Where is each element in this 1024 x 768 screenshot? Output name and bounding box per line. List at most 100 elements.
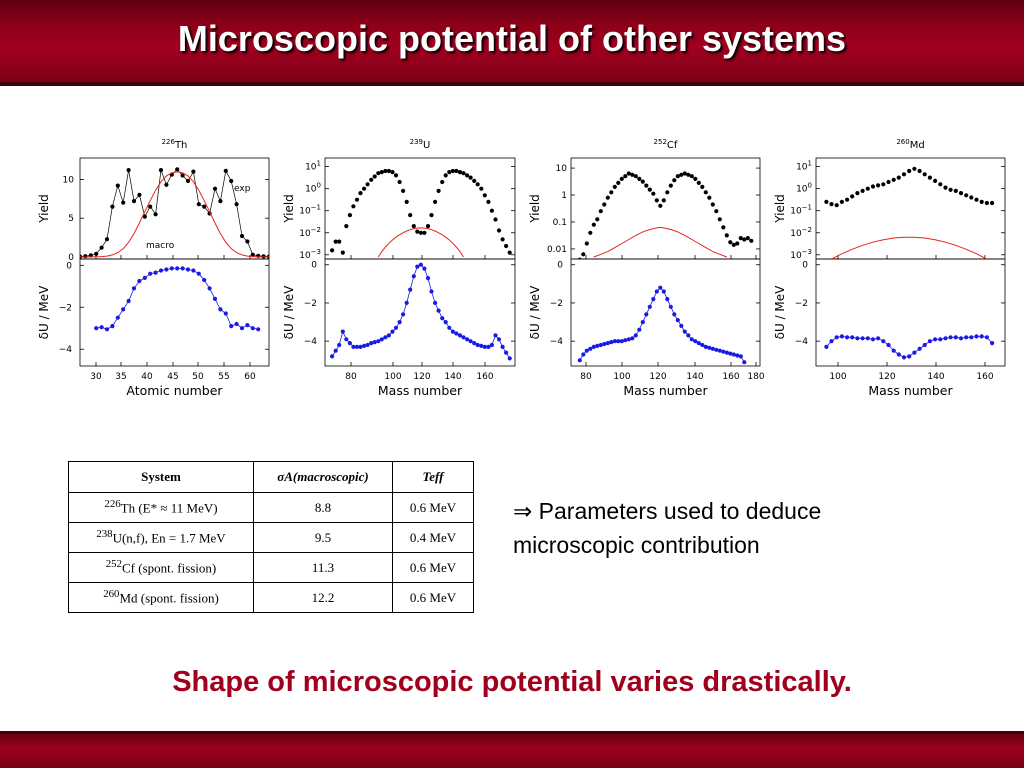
- du-point: [891, 348, 896, 353]
- cell-system: 260Md (spont. fission): [68, 582, 254, 613]
- du-line: [331, 264, 511, 359]
- tick-base: 10: [790, 251, 802, 261]
- y-tick-label: 101: [796, 160, 812, 173]
- du-point: [896, 352, 901, 357]
- table-row: 226Th (E* ≈ 11 MeV) 8.8 0.6 MeV: [68, 492, 474, 523]
- exp-point: [672, 178, 677, 183]
- exp-point: [218, 199, 223, 204]
- exp-point: [486, 199, 491, 204]
- exp-point: [504, 243, 509, 249]
- du-point: [411, 274, 416, 279]
- exp-point: [180, 173, 185, 178]
- yield-frame: [815, 157, 1006, 260]
- du-point: [661, 289, 666, 294]
- exp-point: [979, 199, 984, 204]
- x-tick-label: 140: [444, 372, 461, 382]
- exp-point: [647, 187, 652, 192]
- du-point: [330, 354, 335, 359]
- x-tick-label: 140: [686, 372, 703, 382]
- exp-point: [675, 174, 680, 179]
- exp-point: [958, 191, 964, 196]
- panel-title-element: U: [423, 140, 430, 151]
- exp-point: [901, 172, 907, 177]
- du-tick-label: −2: [59, 303, 72, 313]
- du-series: [577, 285, 747, 365]
- exp-point: [131, 199, 137, 204]
- exp-point: [728, 240, 733, 245]
- exp-point: [679, 172, 684, 177]
- exp-point: [330, 248, 335, 253]
- du-line: [826, 335, 993, 358]
- exp-point: [824, 199, 829, 204]
- du-point: [94, 326, 99, 331]
- y-tick-label: 10−1: [790, 204, 812, 217]
- cell-teff: 0.4 MeV: [392, 522, 474, 553]
- du-point: [472, 341, 477, 346]
- du-point: [443, 320, 448, 325]
- exp-point: [489, 208, 494, 213]
- du-point: [598, 342, 603, 348]
- tick-base: 10: [790, 207, 802, 217]
- exp-point: [433, 199, 438, 204]
- exp-point: [436, 188, 441, 193]
- exp-point: [609, 190, 614, 195]
- x-tick-label: 120: [413, 372, 430, 382]
- exp-point: [372, 174, 377, 179]
- system-name: Cf (spont. fission): [122, 560, 217, 576]
- mass-number: 226: [104, 498, 121, 511]
- du-point: [665, 297, 670, 302]
- du-point: [148, 271, 153, 276]
- tick-base: 10: [305, 185, 317, 195]
- du-point: [584, 348, 589, 353]
- panel-title: 239U: [410, 138, 431, 151]
- du-point: [175, 266, 180, 271]
- y-tick-label: 0.01: [547, 245, 567, 255]
- du-point: [693, 339, 698, 344]
- yield-axis-label: Yield: [282, 194, 296, 224]
- x-tick-label: 120: [878, 372, 895, 382]
- macro-curve: [593, 226, 727, 258]
- x-tick-label: 40: [141, 372, 153, 382]
- du-point: [974, 334, 979, 339]
- macro-curve: [831, 236, 988, 259]
- y-tick-label: 10: [63, 175, 75, 185]
- du-point: [365, 342, 370, 348]
- du-point: [591, 344, 596, 349]
- exp-point: [933, 178, 938, 183]
- du-line: [96, 267, 259, 330]
- du-point: [415, 264, 420, 269]
- panel-title-element: Cf: [667, 140, 678, 151]
- cell-system: 226Th (E* ≈ 11 MeV): [68, 492, 254, 523]
- exp-point: [623, 174, 628, 179]
- x-tick-label: 160: [722, 372, 739, 382]
- du-point: [436, 308, 441, 313]
- tick-exponent: −2: [802, 226, 812, 234]
- exp-point: [633, 174, 638, 179]
- exp-point: [386, 168, 391, 174]
- exp-point: [735, 241, 740, 246]
- exp-point: [383, 168, 388, 174]
- x-tick-label: 120: [649, 372, 666, 382]
- exp-point: [496, 228, 502, 233]
- exp-point: [630, 172, 635, 177]
- du-point: [953, 335, 958, 340]
- exp-point: [834, 203, 839, 208]
- du-tick-label: −2: [795, 299, 808, 309]
- du-point: [738, 354, 743, 359]
- du-point: [876, 336, 881, 341]
- tick-base: 10: [299, 207, 311, 217]
- exp-point: [397, 179, 402, 185]
- exp-point: [896, 175, 901, 180]
- panel-title-mass: 260: [896, 138, 909, 146]
- exp-point: [468, 175, 473, 180]
- exp-point: [104, 237, 110, 242]
- exp-point: [964, 193, 969, 198]
- exp-point: [447, 170, 452, 175]
- du-point: [440, 316, 445, 321]
- mass-number: 252: [105, 558, 122, 571]
- du-point: [386, 333, 391, 338]
- exp-point: [137, 192, 142, 197]
- y-tick-label: 10−3: [790, 248, 812, 261]
- du-point: [450, 329, 455, 334]
- exp-point: [969, 195, 974, 200]
